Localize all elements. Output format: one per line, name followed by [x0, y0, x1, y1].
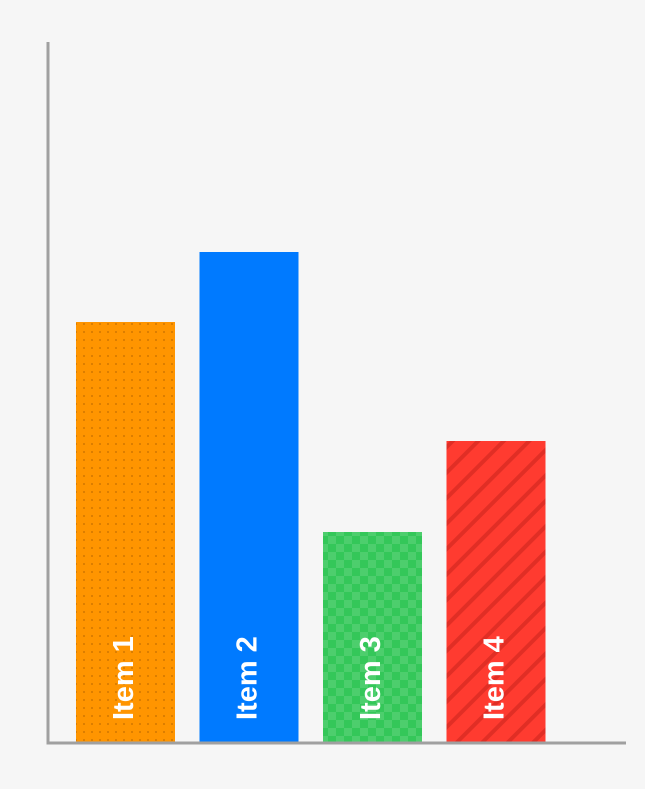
bar-label-4: Item 4	[479, 636, 511, 720]
bar-3-pattern	[323, 532, 422, 742]
bar-2	[199, 252, 299, 742]
bar-label-3: Item 3	[355, 636, 387, 720]
bar-label-2: Item 2	[232, 636, 264, 720]
bars-layer	[76, 252, 546, 742]
bar-label-1: Item 1	[108, 636, 140, 720]
bar-labels-layer: Item 1 Item 2 Item 3 Item 4	[108, 636, 511, 720]
bar-1-pattern	[76, 322, 175, 742]
bar-4-pattern	[446, 441, 546, 742]
